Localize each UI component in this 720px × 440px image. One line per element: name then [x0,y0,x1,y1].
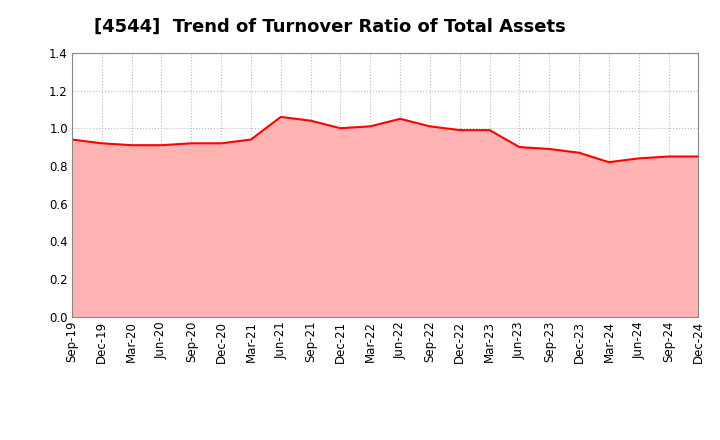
Text: [4544]  Trend of Turnover Ratio of Total Assets: [4544] Trend of Turnover Ratio of Total … [94,18,565,36]
